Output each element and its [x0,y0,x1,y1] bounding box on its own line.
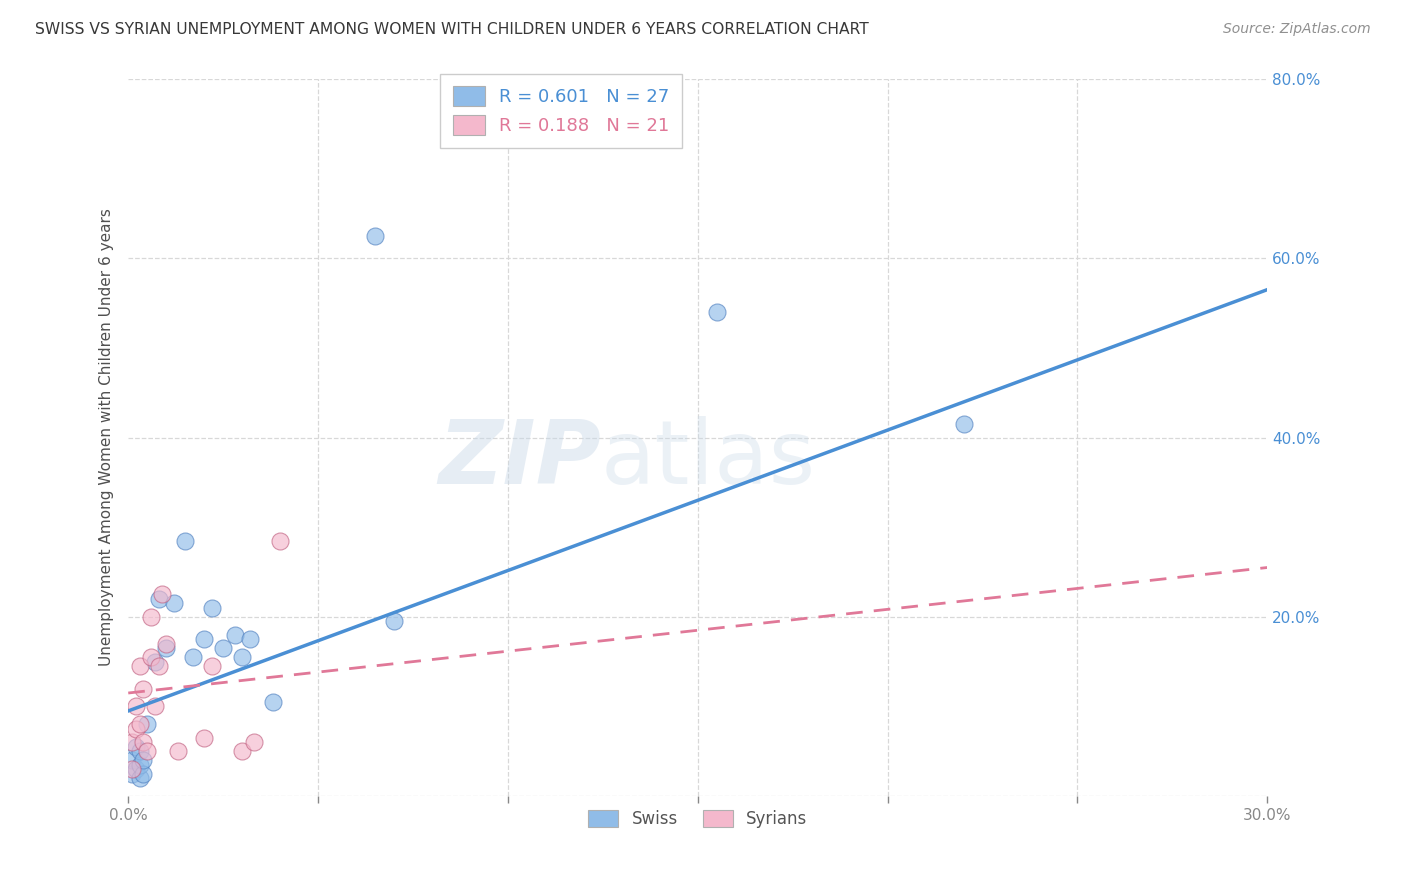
Point [231,650,253,665]
Point [139,650,162,665]
Point [128,744,150,758]
Point [143,655,166,669]
Point [132,753,155,767]
Point [201,600,224,615]
Point [143,699,166,714]
Point [132,735,155,749]
Point [125,739,148,754]
Point [125,699,148,714]
Point [706,305,728,319]
Text: Source: ZipAtlas.com: Source: ZipAtlas.com [1223,22,1371,37]
Point [155,641,177,656]
Point [155,637,177,651]
Point [125,762,148,776]
Point [193,731,215,745]
Point [952,417,974,431]
Point [181,650,204,665]
Point [174,533,197,548]
Point [121,735,143,749]
Point [121,762,143,776]
Point [262,695,284,709]
Point [231,744,253,758]
Y-axis label: Unemployment Among Women with Children Under 6 years: Unemployment Among Women with Children U… [100,209,114,666]
Legend: Swiss, Syrians: Swiss, Syrians [582,803,814,834]
Point [121,753,143,767]
Point [148,591,170,606]
Point [128,717,150,731]
Point [364,228,387,243]
Point [212,641,235,656]
Point [136,717,159,731]
Point [166,744,188,758]
Text: SWISS VS SYRIAN UNEMPLOYMENT AMONG WOMEN WITH CHILDREN UNDER 6 YEARS CORRELATION: SWISS VS SYRIAN UNEMPLOYMENT AMONG WOMEN… [35,22,869,37]
Point [121,766,143,780]
Text: atlas: atlas [600,416,815,502]
Point [132,681,155,696]
Point [163,596,186,610]
Point [128,757,150,772]
Text: ZIP: ZIP [439,416,600,502]
Point [125,722,148,736]
Point [242,735,264,749]
Point [148,659,170,673]
Point [128,659,150,673]
Point [152,587,174,601]
Point [239,632,262,647]
Point [269,533,291,548]
Point [139,609,162,624]
Point [193,632,215,647]
Point [382,615,405,629]
Point [201,659,224,673]
Point [132,766,155,780]
Point [128,771,150,785]
Point [224,628,246,642]
Point [136,744,159,758]
